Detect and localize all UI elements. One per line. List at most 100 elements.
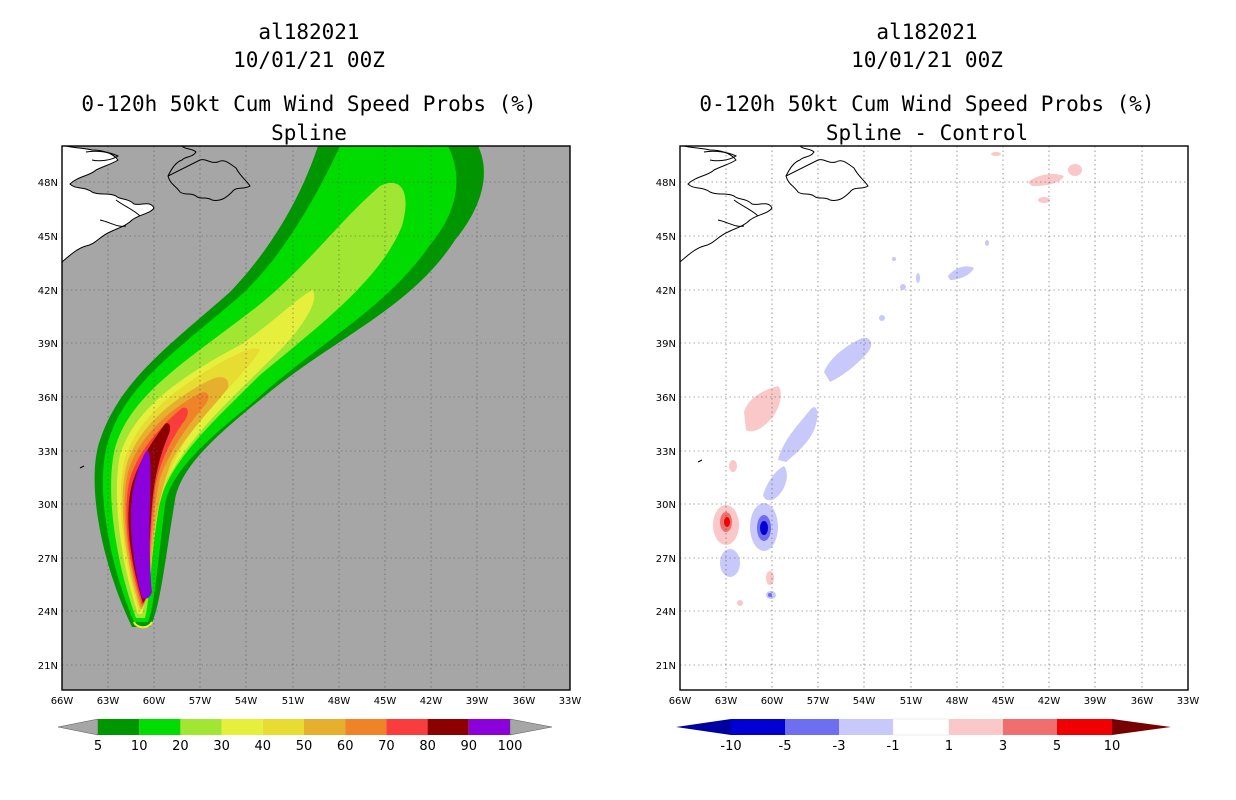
coastline-right [680, 146, 869, 463]
colorbar-swatch [180, 719, 222, 735]
diff-positive [737, 600, 743, 606]
lat-axis-labels: 48N 45N 42N 39N 36N 33N 30N 27N 24N 21N [656, 178, 676, 672]
lon-label: 57W [807, 696, 830, 707]
colorbar-swatch [839, 719, 893, 735]
colorbar-label: 30 [213, 739, 230, 754]
difference-field [713, 152, 1082, 606]
colorbar-label: 20 [172, 739, 189, 754]
lat-label: 45N [656, 232, 676, 243]
map-svg-right: 48N 45N 42N 39N 36N 33N 30N 27N 24N 21N … [656, 145, 1200, 754]
lon-label: 45W [992, 696, 1015, 707]
colorbar-label: 100 [498, 739, 523, 754]
lon-label: 48W [946, 696, 969, 707]
tip-outline [133, 621, 153, 629]
lat-label: 45N [38, 232, 58, 243]
lat-axis-labels: 48N 45N 42N 39N 36N 33N 30N 27N 24N 21N [38, 178, 58, 672]
diff-negative [760, 521, 768, 535]
lat-label: 39N [656, 339, 676, 350]
colorbar-label: -5 [779, 739, 792, 754]
lon-label: 36W [1131, 696, 1154, 707]
product-title: 0-120h 50kt Cum Wind Speed Probs (%) [81, 92, 537, 116]
diff-positive [744, 386, 781, 432]
lon-label: 36W [513, 696, 536, 707]
lon-label: 45W [374, 696, 397, 707]
colorbar-label: 70 [378, 739, 395, 754]
lon-label: 42W [1038, 696, 1061, 707]
panel-spline-minus-control: al182021 10/01/21 00Z 0-120h 50kt Cum Wi… [618, 0, 1236, 800]
colorbar-swatch [98, 719, 140, 735]
colorbar-swatch [221, 719, 263, 735]
lon-label: 66W [669, 696, 692, 707]
lat-label: 24N [656, 607, 676, 618]
diff-negative [763, 466, 787, 501]
gridlines-right [680, 146, 1188, 690]
lat-label: 36N [38, 393, 58, 404]
colorbar-label: -10 [720, 739, 741, 754]
lon-label: 54W [235, 696, 258, 707]
diff-negative [916, 273, 920, 283]
colorbar-under-arrow [57, 718, 99, 736]
subtitle: Spline [271, 121, 347, 145]
colorbar-swatch [345, 719, 387, 735]
map-svg-left: 48N 45N 42N 39N 36N 33N 30N 27N 24N 21N … [38, 145, 582, 754]
lat-label: 39N [38, 339, 58, 350]
map-border [61, 145, 571, 691]
lat-label: 27N [38, 554, 58, 565]
contour-40 [120, 348, 260, 611]
contour-20 [111, 182, 406, 618]
colorbar-label: 10 [131, 739, 148, 754]
lon-label: 33W [559, 696, 582, 707]
lon-label: 63W [97, 696, 120, 707]
diff-negative [892, 257, 896, 261]
colorbar-over-arrow [1112, 719, 1171, 735]
lon-label: 51W [282, 696, 305, 707]
colorbar-label: -3 [833, 739, 846, 754]
lat-label: 21N [38, 661, 58, 672]
lon-label: 39W [1084, 696, 1107, 707]
diff-negative [900, 284, 906, 290]
lat-label: 33N [38, 447, 58, 458]
lat-label: 30N [656, 500, 676, 511]
colorbar-swatch [304, 719, 346, 735]
lon-label: 63W [715, 696, 738, 707]
lon-label: 60W [143, 696, 166, 707]
lat-label: 21N [656, 661, 676, 672]
map-border [679, 145, 1189, 691]
colorbar-swatch [139, 719, 181, 735]
colorbar-label: 80 [419, 739, 436, 754]
lon-label: 48W [328, 696, 351, 707]
colorbar-over-arrow [509, 718, 553, 736]
diff-negative [879, 315, 885, 321]
datetime-title: 10/01/21 00Z [851, 48, 1003, 72]
diff-negative [824, 337, 872, 382]
colorbar-label: -1 [887, 739, 900, 754]
lon-label: 66W [51, 696, 74, 707]
colorbar-swatch [949, 719, 1003, 735]
colorbar-label: 50 [296, 739, 313, 754]
lon-label: 51W [900, 696, 923, 707]
diff-positive [1068, 164, 1082, 176]
colorbar-swatch [262, 719, 304, 735]
diff-positive [766, 571, 774, 585]
diff-negative [778, 407, 818, 462]
map-frame-left [61, 145, 571, 691]
lon-label: 33W [1177, 696, 1200, 707]
colorbar-label: 60 [337, 739, 354, 754]
diff-positive [1038, 197, 1050, 203]
lon-label: 57W [189, 696, 212, 707]
product-title: 0-120h 50kt Cum Wind Speed Probs (%) [699, 92, 1155, 116]
colorbar-swatch [386, 719, 428, 735]
lon-axis-labels: 66W 63W 60W 57W 54W 51W 48W 45W 42W 39W … [669, 696, 1200, 707]
colorbar-swatch [1057, 719, 1112, 735]
subtitle: Spline - Control [825, 121, 1029, 145]
lon-label: 42W [420, 696, 443, 707]
lat-label: 24N [38, 607, 58, 618]
diff-negative [768, 593, 772, 597]
colorbar-swatch [892, 718, 950, 736]
diff-positive [1028, 174, 1064, 186]
colorbar-swatch [731, 719, 785, 735]
diff-positive [991, 152, 1001, 156]
colorbar-label: 3 [999, 739, 1007, 754]
colorbar-under-arrow [676, 719, 731, 735]
storm-id-title: al182021 [258, 20, 360, 44]
